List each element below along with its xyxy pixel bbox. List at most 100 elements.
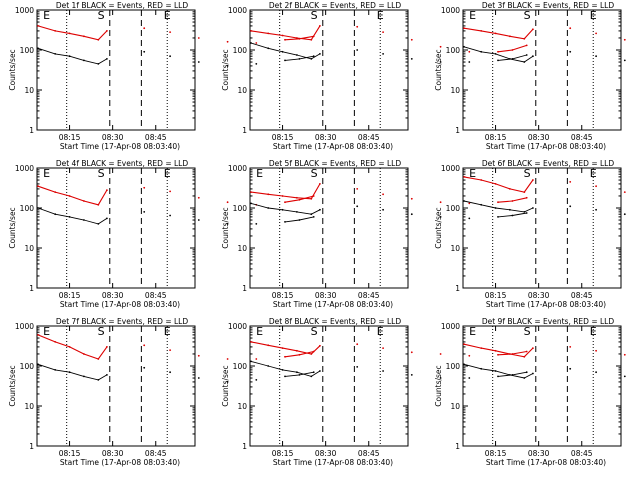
events-point [410,374,413,376]
lld-point [480,179,483,181]
x-tick-label: 08:30 [528,133,550,142]
events-point [497,375,499,378]
lld-point [497,50,499,53]
events-point [623,375,626,378]
events-point [463,363,465,366]
lld-point [298,353,301,356]
y-tick-label: 1000 [228,164,247,173]
lld-point [83,200,85,202]
lld-point [319,25,321,27]
lld-point [623,38,626,41]
y-tick-label: 10 [24,402,34,411]
end-marker: E [590,325,597,338]
events-point [298,374,301,376]
lld-point [623,191,626,194]
y-tick-label: 1 [29,442,34,451]
y-tick-label: 1000 [441,6,460,15]
lld-point [480,30,483,32]
y-tick-label: 10 [24,244,34,253]
events-point [312,371,315,374]
lld-point [509,188,511,190]
events-point [525,54,528,56]
events-point [511,214,514,217]
x-axis-label: Start Time (17-Apr-08 08:03:40) [60,300,180,309]
lld-point [68,346,71,348]
lld-point [497,353,499,356]
x-tick-label: 08:45 [358,133,380,142]
x-axis-label: Start Time (17-Apr-08 08:03:40) [486,458,606,467]
series-lld-line [37,25,108,41]
y-tick-label: 10 [450,244,460,253]
end-marker: E [590,9,597,22]
events-point [255,63,258,65]
x-tick-label: 08:45 [358,291,380,300]
lld-point [37,25,39,27]
events-point [255,223,258,225]
detector-panel-9: Det 9f BLACK = Events, RED = LLD 1 10 100 10… [434,317,626,467]
lld-point [356,188,359,190]
y-tick-label: 100 [233,362,248,371]
lld-point [250,341,252,343]
y-tick-label: 10 [450,402,460,411]
lld-point [310,197,313,200]
lld-point [319,344,321,347]
lld-point [296,196,298,199]
events-point [356,205,359,208]
events-point [169,55,172,58]
lld-point [226,201,229,204]
x-tick-label: 08:30 [102,133,124,142]
x-tick-label: 08:45 [145,291,167,300]
lld-point [255,42,258,44]
events-point [169,214,172,217]
x-axis-label: Start Time (17-Apr-08 08:03:40) [273,458,393,467]
plot-frame [249,9,409,131]
lld-point [310,353,313,355]
events-point [410,213,413,216]
events-point [439,216,442,218]
lld-point [106,30,108,32]
lld-point [250,30,252,32]
detector-panel-8: Det 8f BLACK = Events, RED = LLD11010010… [221,317,528,467]
x-axis-label: Start Time (17-Apr-08 08:03:40) [486,142,606,151]
events-point [68,216,71,218]
events-point [319,208,321,211]
events-point [595,208,597,211]
y-tick-label: 10 [237,244,247,253]
x-tick-label: 08:30 [102,291,124,300]
events-point [143,50,146,53]
lld-point [463,343,465,346]
events-point [250,202,252,205]
x-tick-label: 08:15 [272,133,294,142]
lld-point [509,35,511,38]
lld-point [97,38,100,41]
lld-point [468,354,471,357]
end-marker: E [469,325,476,338]
lld-point [169,31,172,33]
lld-point [97,203,100,206]
events-point [494,370,497,372]
y-axis-label: Counts/sec [8,49,17,90]
detector-panel-7: Det 7f BLACK = Events, RED = LLD11010010… [8,317,315,467]
y-tick-label: 10 [237,402,247,411]
x-tick-label: 08:15 [272,291,294,300]
panel-title: Det 8f BLACK = Events, RED = LLD [269,317,402,326]
lld-point [525,350,528,353]
start-marker: S [311,325,318,338]
lld-point [569,181,572,183]
end-marker: E [43,9,50,22]
events-point [480,367,483,370]
start-marker: S [98,9,105,22]
lld-point [463,176,465,178]
y-tick-label: 10 [24,86,34,95]
x-tick-label: 08:30 [315,133,337,142]
lld-point [143,27,146,30]
lld-point [267,193,270,196]
lld-point [83,35,85,38]
events-point [525,371,528,374]
x-tick-label: 08:45 [145,449,167,458]
detector-panel-5: Det 5f BLACK = Events, RED = LLD11010010… [221,159,528,309]
lld-point [525,196,528,199]
lld-point [281,347,284,349]
y-tick-label: 10 [450,86,460,95]
